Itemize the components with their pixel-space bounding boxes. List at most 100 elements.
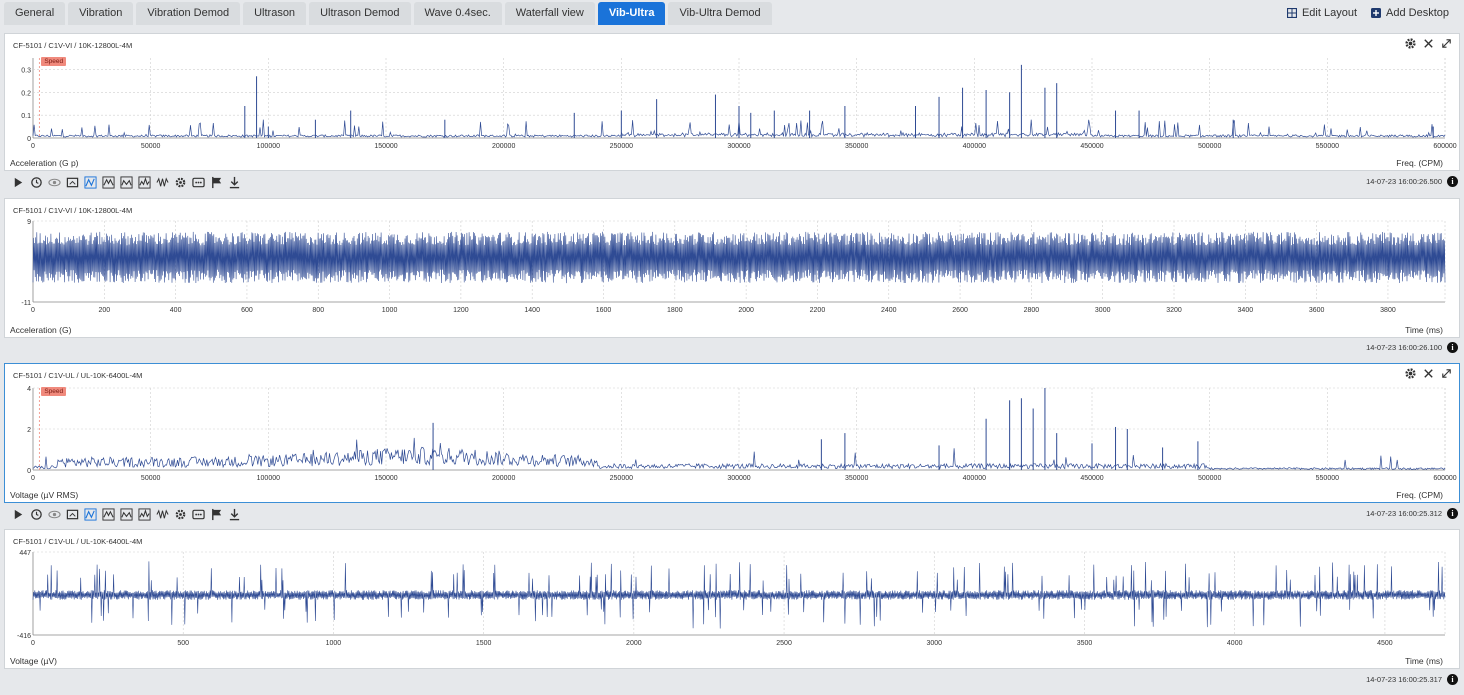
timestamp: 14-07-23 16:00:26.100 xyxy=(1366,343,1442,352)
history-icon[interactable] xyxy=(30,508,43,521)
more-icon[interactable] xyxy=(192,508,205,521)
download-icon[interactable] xyxy=(228,176,241,189)
x-tick-label: 1600 xyxy=(596,307,612,314)
x-axis-label: Freq. (CPM) xyxy=(1396,490,1443,500)
more-icon[interactable] xyxy=(192,176,205,189)
cursor-sideband-icon[interactable] xyxy=(120,176,133,189)
tab-general[interactable]: General xyxy=(4,2,66,25)
tab-vib-ultra[interactable]: Vib-Ultra xyxy=(597,2,666,25)
cursor-harmonic-icon[interactable] xyxy=(84,176,97,189)
eye-icon[interactable] xyxy=(48,176,61,189)
y-tick-label: 447 xyxy=(19,550,31,557)
x-tick-label: 2000 xyxy=(738,307,754,314)
chart-plot[interactable]: 0 500 1000 1500 2000 2500 3000 3500 4000 4500 447 -… xyxy=(5,530,1461,670)
close-icon[interactable] xyxy=(1422,367,1435,380)
y-tick-label: 0 xyxy=(27,468,31,475)
y-axis-label: Acceleration (G p) xyxy=(10,158,79,168)
x-tick-label: 2400 xyxy=(881,307,897,314)
panel-tools xyxy=(1404,37,1453,50)
x-tick-label: 1500 xyxy=(476,640,492,647)
info-icon[interactable]: i xyxy=(1447,508,1458,519)
tab-ultrason[interactable]: Ultrason xyxy=(243,2,307,25)
expand-icon[interactable] xyxy=(1440,37,1453,50)
x-tick-label: 0 xyxy=(31,143,35,150)
play-icon[interactable] xyxy=(12,176,25,189)
eye-icon[interactable] xyxy=(48,508,61,521)
chart-panel-3[interactable]: CF-5101 / C1V-UL / UL-10K-6400L-4M Voltag… xyxy=(4,363,1460,503)
wave-icon[interactable] xyxy=(156,176,169,189)
tab-ultrason-demod[interactable]: Ultrason Demod xyxy=(309,2,411,25)
panel-title: CF-5101 / C1V-VI / 10K-12800L-4M xyxy=(13,41,133,50)
frame-icon[interactable] xyxy=(66,508,79,521)
flag-icon[interactable] xyxy=(210,176,223,189)
x-tick-label: 800 xyxy=(312,307,324,314)
timestamp: 14-07-23 16:00:25.317 xyxy=(1366,675,1442,684)
x-tick-label: 300000 xyxy=(727,143,750,150)
tab-waterfall-view[interactable]: Waterfall view xyxy=(504,2,595,25)
settings-icon[interactable] xyxy=(1404,367,1417,380)
x-tick-label: 250000 xyxy=(610,143,633,150)
frame-icon[interactable] xyxy=(66,176,79,189)
x-tick-label: 400000 xyxy=(963,475,986,482)
panel-title: CF-5101 / C1V-UL / UL-10K-6400L-4M xyxy=(13,371,143,380)
flag-icon[interactable] xyxy=(210,508,223,521)
tab-vibration[interactable]: Vibration xyxy=(68,2,134,25)
edit-layout-button[interactable]: Edit Layout xyxy=(1286,7,1358,19)
chart-panel-1[interactable]: CF-5101 / C1V-VI / 10K-12800L-4M Accelera… xyxy=(4,33,1460,171)
info-icon[interactable]: i xyxy=(1447,674,1458,685)
chart-plot[interactable]: 0 50000 100000 150000 200000 250000 300000 3500… xyxy=(5,364,1461,504)
x-tick-label: 2600 xyxy=(952,307,968,314)
timestamp: 14-07-23 16:00:25.312 xyxy=(1366,509,1442,518)
chart-panel-2[interactable]: CF-5101 / C1V-VI / 10K-12800L-4M Accelera… xyxy=(4,198,1460,338)
cursor-peak-icon[interactable] xyxy=(138,176,151,189)
cursor-band-icon[interactable] xyxy=(102,176,115,189)
tab-wave-0-4sec[interactable]: Wave 0.4sec. xyxy=(413,2,502,25)
x-tick-label: 3000 xyxy=(926,640,942,647)
expand-icon[interactable] xyxy=(1440,367,1453,380)
wave-icon[interactable] xyxy=(156,508,169,521)
y-tick-label: 4 xyxy=(27,386,31,393)
cursor-peak-icon[interactable] xyxy=(138,508,151,521)
cursor-sideband-icon[interactable] xyxy=(120,508,133,521)
gear-icon[interactable] xyxy=(174,508,187,521)
info-icon[interactable]: i xyxy=(1447,342,1458,353)
cursor-harmonic-icon[interactable] xyxy=(84,508,97,521)
add-desktop-button[interactable]: Add Desktop xyxy=(1371,7,1449,19)
close-icon[interactable] xyxy=(1422,37,1435,50)
settings-icon[interactable] xyxy=(1404,37,1417,50)
history-icon[interactable] xyxy=(30,176,43,189)
x-tick-label: 2200 xyxy=(810,307,826,314)
gear-icon[interactable] xyxy=(174,176,187,189)
x-tick-label: 1800 xyxy=(667,307,683,314)
y-tick-label: -416 xyxy=(17,633,31,640)
info-icon[interactable]: i xyxy=(1447,176,1458,187)
cursor-band-icon[interactable] xyxy=(102,508,115,521)
x-tick-label: 500000 xyxy=(1198,475,1221,482)
x-tick-label: 3400 xyxy=(1238,307,1254,314)
x-tick-label: 1200 xyxy=(453,307,469,314)
download-icon[interactable] xyxy=(228,508,241,521)
x-tick-label: 4000 xyxy=(1227,640,1243,647)
tab-vibration-demod[interactable]: Vibration Demod xyxy=(136,2,241,25)
chart-panel-4[interactable]: CF-5101 / C1V-UL / UL-10K-6400L-4M Voltag… xyxy=(4,529,1460,669)
x-tick-label: 3500 xyxy=(1077,640,1093,647)
x-axis-label: Time (ms) xyxy=(1405,325,1443,335)
x-tick-label: 2500 xyxy=(776,640,792,647)
x-tick-label: 3600 xyxy=(1309,307,1325,314)
chart-plot[interactable]: 0 200 400 600 800 1000 1200 1400 1600 1800 2000 220… xyxy=(5,199,1461,339)
x-tick-label: 100000 xyxy=(257,143,280,150)
chart-toolbar xyxy=(12,176,241,189)
play-icon[interactable] xyxy=(12,508,25,521)
x-tick-label: 0 xyxy=(31,307,35,314)
x-tick-label: 250000 xyxy=(610,475,633,482)
x-axis-label: Time (ms) xyxy=(1405,656,1443,666)
x-tick-label: 600 xyxy=(241,307,253,314)
tab-vib-ultra-demod[interactable]: Vib-Ultra Demod xyxy=(668,2,772,25)
x-tick-label: 4500 xyxy=(1377,640,1393,647)
y-tick-label: 2 xyxy=(27,427,31,434)
chart-toolbar xyxy=(12,508,241,521)
chart-plot[interactable]: 0 50000 100000 150000 200000 250000 300000 3500… xyxy=(5,34,1461,172)
x-tick-label: 300000 xyxy=(727,475,750,482)
x-tick-label: 1400 xyxy=(524,307,540,314)
edit-layout-label: Edit Layout xyxy=(1301,7,1358,19)
